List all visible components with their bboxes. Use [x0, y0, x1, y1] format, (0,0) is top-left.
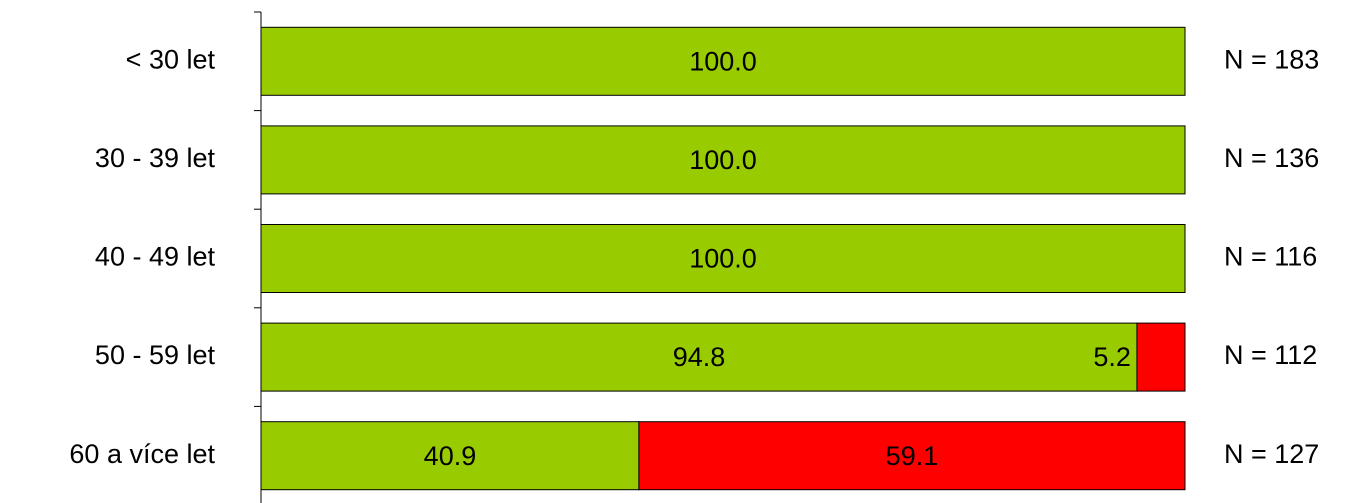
data-label: 40.9: [424, 441, 477, 471]
y-tick-label: 30 - 39 let: [95, 143, 216, 173]
y-tick-label: < 30 let: [126, 44, 216, 74]
data-label: 59.1: [886, 441, 939, 471]
bar-segment: [260, 26, 1186, 96]
bar-segment: [260, 125, 1186, 195]
bar-segment: [260, 224, 1186, 293]
bar-segment: [260, 421, 640, 491]
bar-segment: [638, 421, 1186, 491]
data-label: 100.0: [689, 145, 757, 175]
y-tick-label: 60 a více let: [69, 439, 215, 469]
data-label: 94.8: [673, 342, 726, 372]
annotation: N = 127: [1224, 439, 1319, 469]
bar-segment: [260, 322, 1138, 392]
annotation: N = 136: [1224, 143, 1319, 173]
data-label: 5.2: [1093, 342, 1131, 372]
annotation: N = 112: [1224, 340, 1317, 370]
annotation: N = 183: [1224, 44, 1319, 74]
bar-segment: [1136, 322, 1186, 392]
annotation: N = 116: [1224, 242, 1317, 272]
data-label: 100.0: [689, 244, 757, 274]
data-label: 100.0: [689, 46, 757, 76]
y-tick-label: 40 - 49 let: [95, 242, 216, 272]
y-tick-label: 50 - 59 let: [95, 340, 216, 370]
